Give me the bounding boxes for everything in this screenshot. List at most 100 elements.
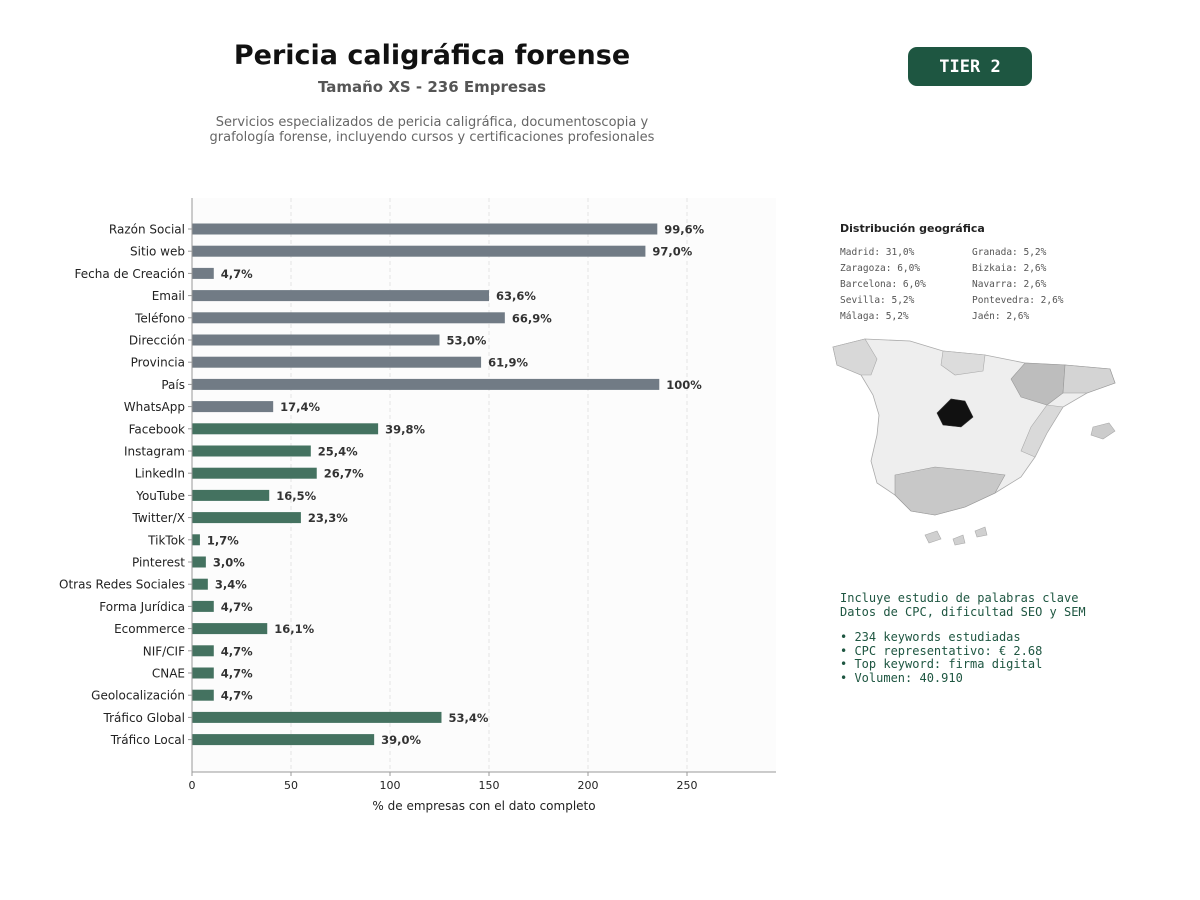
data-label: 4,7% xyxy=(221,689,253,703)
bar xyxy=(192,334,440,346)
page-subtitle: Tamaño XS - 236 Empresas xyxy=(317,78,547,96)
bar xyxy=(192,356,482,368)
keyword-bullet: • CPC representativo: € 2.68 xyxy=(840,643,1043,658)
map-north xyxy=(940,350,986,376)
data-label: 4,7% xyxy=(221,667,253,681)
data-label: 4,7% xyxy=(221,644,253,658)
category-label: YouTube xyxy=(135,489,185,503)
bar xyxy=(192,645,214,657)
bar xyxy=(192,556,206,568)
category-label: Instagram xyxy=(124,445,185,459)
category-label: Geolocalización xyxy=(91,689,185,703)
page-title: Pericia caligráfica forense xyxy=(233,40,631,71)
data-label: 61,9% xyxy=(488,356,528,370)
data-label: 16,5% xyxy=(276,489,316,503)
x-tick-label: 0 xyxy=(189,779,196,792)
bar xyxy=(192,223,658,235)
description-line-2: grafología forense, incluyendo cursos y … xyxy=(209,130,655,145)
data-label: 53,4% xyxy=(448,711,488,725)
geo-item: Jaén: 2,6% xyxy=(972,311,1030,322)
bar xyxy=(192,267,214,279)
geo-item: Navarra: 2,6% xyxy=(972,279,1047,290)
geo-item: Málaga: 5,2% xyxy=(840,311,909,322)
map-andalucia xyxy=(894,466,1006,516)
category-label: NIF/CIF xyxy=(143,644,185,658)
data-label: 99,6% xyxy=(664,223,704,237)
category-label: Tráfico Global xyxy=(103,711,185,725)
geo-item: Zaragoza: 6,0% xyxy=(840,263,921,274)
map-balearics xyxy=(1090,422,1116,440)
bar xyxy=(192,445,311,457)
data-label: 66,9% xyxy=(512,311,552,325)
geo-item: Granada: 5,2% xyxy=(972,247,1047,258)
keywords-panel: Incluye estudio de palabras clave Datos … xyxy=(840,591,1170,685)
bars: 99,6% 97,0% 4,7% 63,6% 66,9% 53,0%61,9% 100% 17… xyxy=(192,223,705,747)
bar xyxy=(192,534,200,546)
description-line-1: Servicios especializados de pericia cali… xyxy=(215,115,649,130)
geo-title: Distribución geográfica xyxy=(840,222,985,235)
category-label: Provincia xyxy=(131,356,185,370)
category-label: Otras Redes Sociales xyxy=(59,578,185,592)
spain-map xyxy=(832,338,1116,546)
bar xyxy=(192,423,379,435)
geo-item: Sevilla: 5,2% xyxy=(840,295,915,306)
map-canaries xyxy=(924,526,988,546)
tier-badge: TIER 2 xyxy=(908,47,1032,86)
map-valencia xyxy=(1020,404,1064,458)
geo-list: Madrid: 31,0% Granada: 5,2% Zaragoza: 6,… xyxy=(840,246,1100,323)
bar xyxy=(192,378,660,390)
bar xyxy=(192,623,268,635)
x-tick-label: 100 xyxy=(380,779,401,792)
category-label: País xyxy=(161,378,185,392)
category-label: CNAE xyxy=(152,667,185,681)
bar xyxy=(192,290,489,302)
category-label: LinkedIn xyxy=(135,467,185,481)
bar xyxy=(192,578,208,590)
keywords-line-2: Datos de CPC, dificultad SEO y SEM xyxy=(840,604,1086,619)
keyword-bullet: • Top keyword: firma digital xyxy=(840,657,1043,671)
data-label: 16,1% xyxy=(274,622,314,636)
bar xyxy=(192,245,646,257)
x-tick-label: 150 xyxy=(479,779,500,792)
category-label: Facebook xyxy=(129,422,185,436)
x-axis-label: % de empresas con el dato completo xyxy=(372,799,595,813)
data-label: 23,3% xyxy=(308,511,348,525)
category-label: Razón Social xyxy=(109,223,185,237)
page-description: Servicios especializados de pericia cali… xyxy=(182,115,682,145)
x-tick-label: 200 xyxy=(578,779,599,792)
data-label: 39,8% xyxy=(385,422,425,436)
data-label: 97,0% xyxy=(652,245,692,259)
geo-item: Pontevedra: 2,6% xyxy=(972,295,1064,306)
data-label: 100% xyxy=(666,378,702,392)
x-tick-label: 50 xyxy=(284,779,298,792)
category-label: WhatsApp xyxy=(124,400,185,414)
map-galicia xyxy=(832,338,878,376)
geo-item: Madrid: 31,0% xyxy=(840,247,915,258)
data-label: 53,0% xyxy=(447,334,487,348)
category-label: Ecommerce xyxy=(114,622,185,636)
keyword-bullet: • Volumen: 40.910 xyxy=(840,670,963,685)
data-label: 25,4% xyxy=(318,445,358,459)
bar xyxy=(192,401,274,413)
data-label: 4,7% xyxy=(221,267,253,281)
category-label: TikTok xyxy=(147,533,185,547)
bar xyxy=(192,467,317,479)
category-label: Forma Jurídica xyxy=(99,600,185,614)
bar xyxy=(192,600,214,612)
data-label: 26,7% xyxy=(324,467,364,481)
keywords-line-1: Incluye estudio de palabras clave xyxy=(840,591,1079,605)
x-tick-label: 250 xyxy=(677,779,698,792)
category-label: Dirección xyxy=(129,334,185,348)
keyword-bullet: • 234 keywords estudiadas xyxy=(840,630,1021,644)
data-label: 63,6% xyxy=(496,289,536,303)
data-label: 3,0% xyxy=(213,556,245,570)
bar xyxy=(192,312,505,324)
category-label: Teléfono xyxy=(134,311,185,325)
category-label: Twitter/X xyxy=(132,511,185,525)
bar xyxy=(192,689,214,701)
category-label: Tráfico Local xyxy=(110,733,185,747)
plot-area xyxy=(192,198,776,772)
data-label: 39,0% xyxy=(381,733,421,747)
bar xyxy=(192,489,270,501)
geo-item: Barcelona: 6,0% xyxy=(840,279,926,290)
